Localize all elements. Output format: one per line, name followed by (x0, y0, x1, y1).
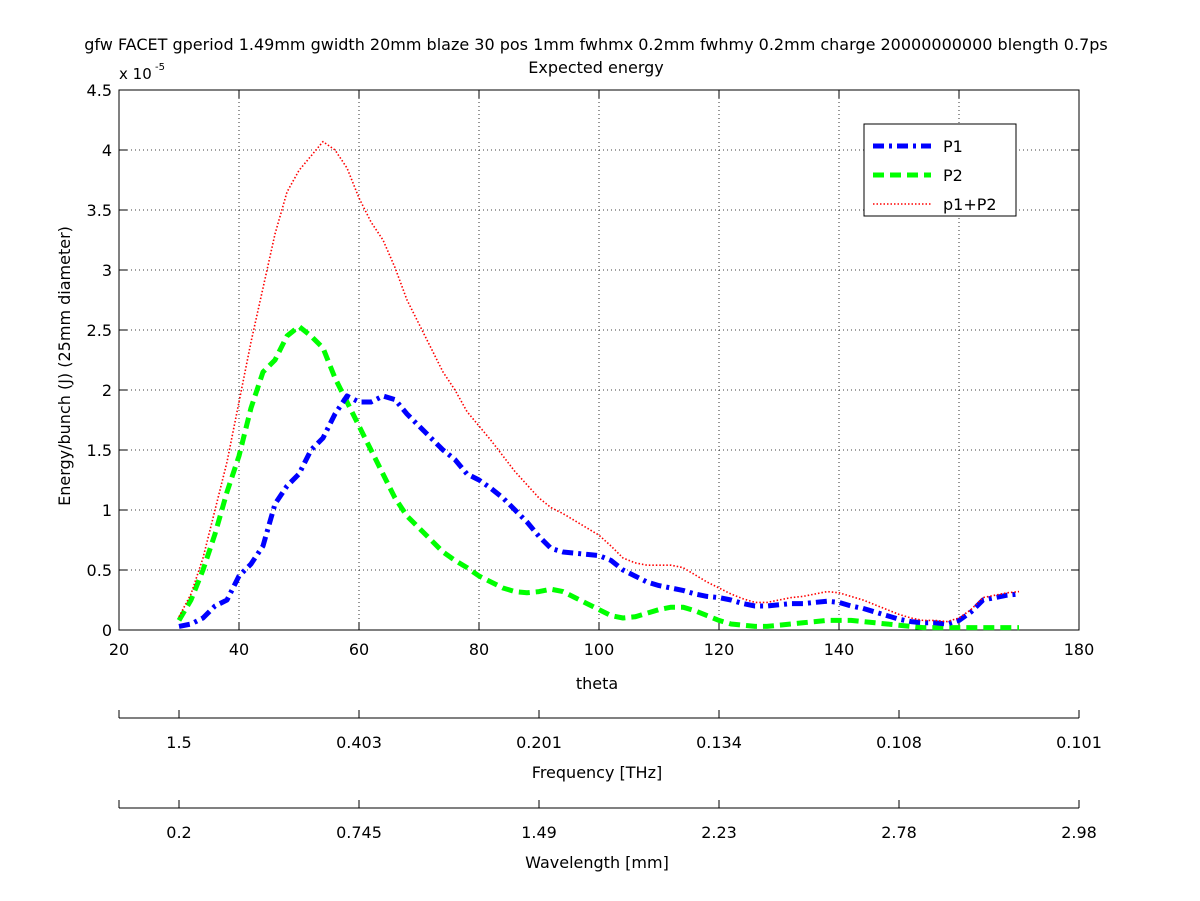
y-tick-label: 1 (102, 501, 112, 520)
y-axis-label: Energy/bunch (J) (25mm diameter) (55, 226, 74, 506)
y-tick-label: 0 (102, 621, 112, 640)
y-multiplier-exponent: -5 (155, 62, 165, 73)
secondary-tick-label: 2.78 (881, 823, 917, 842)
legend-label: P2 (943, 166, 963, 185)
series-line-p1-p2 (178, 140, 1020, 623)
x-tick-label: 100 (584, 640, 615, 659)
axis-ticks: 20 40 60 80 100 120 140 160 180 0 0.5 1 1.5 2 2.5 3 3.5 4… (87, 81, 1095, 659)
x-axis-label: theta (576, 674, 618, 693)
series-line-p2 (176, 323, 1019, 631)
legend: P1 P2 p1+P2 (863, 123, 1017, 217)
legend-box (863, 123, 1017, 217)
secondary-tick-label: 2.23 (701, 823, 737, 842)
y-tick-label: 3.5 (87, 201, 112, 220)
figure-title: gfw FACET gperiod 1.49mm gwidth 20mm bla… (84, 35, 1107, 54)
y-tick-label: 2.5 (87, 321, 112, 340)
x-tick-label: 180 (1064, 640, 1095, 659)
y-tick-label: 4.5 (87, 81, 112, 100)
legend-label: P1 (943, 137, 963, 156)
data-series (176, 140, 1020, 631)
x-tick-label: 20 (109, 640, 129, 659)
secondary-tick-label: 1.5 (166, 733, 191, 752)
x-tick-label: 160 (944, 640, 975, 659)
wavelength-axis-label: Wavelength [mm] (525, 853, 669, 872)
secondary-tick-label: 0.101 (1056, 733, 1102, 752)
frequency-axis: 1.5 0.403 0.201 0.134 0.108 0.101 (118, 710, 1102, 752)
secondary-tick-label: 0.201 (516, 733, 562, 752)
x-tick-label: 120 (704, 640, 735, 659)
chart-subtitle: Expected energy (528, 58, 663, 77)
frequency-axis-label: Frequency [THz] (532, 763, 662, 782)
y-tick-label: 1.5 (87, 441, 112, 460)
series-line-p1 (178, 393, 1020, 629)
secondary-tick-label: 0.403 (336, 733, 382, 752)
grid-lines (119, 90, 1079, 630)
secondary-tick-label: 0.108 (876, 733, 922, 752)
x-tick-label: 140 (824, 640, 855, 659)
y-tick-label: 2 (102, 381, 112, 400)
secondary-tick-label: 0.134 (696, 733, 742, 752)
x-tick-label: 80 (469, 640, 489, 659)
y-tick-label: 3 (102, 261, 112, 280)
wavelength-axis: 0.2 0.745 1.49 2.23 2.78 2.98 (118, 800, 1097, 842)
secondary-tick-label: 1.49 (521, 823, 557, 842)
x-tick-label: 60 (349, 640, 369, 659)
plot-area: 20 40 60 80 100 120 140 160 180 0 0.5 1 1.5 2 2.5 3 3.5 4… (87, 81, 1095, 659)
y-multiplier-base: x 10 (119, 65, 152, 83)
y-tick-label: 0.5 (87, 561, 112, 580)
secondary-tick-label: 2.98 (1061, 823, 1097, 842)
y-tick-label: 4 (102, 141, 112, 160)
x-tick-label: 40 (229, 640, 249, 659)
legend-label: p1+P2 (943, 195, 997, 214)
secondary-tick-label: 0.2 (166, 823, 191, 842)
secondary-tick-label: 0.745 (336, 823, 382, 842)
